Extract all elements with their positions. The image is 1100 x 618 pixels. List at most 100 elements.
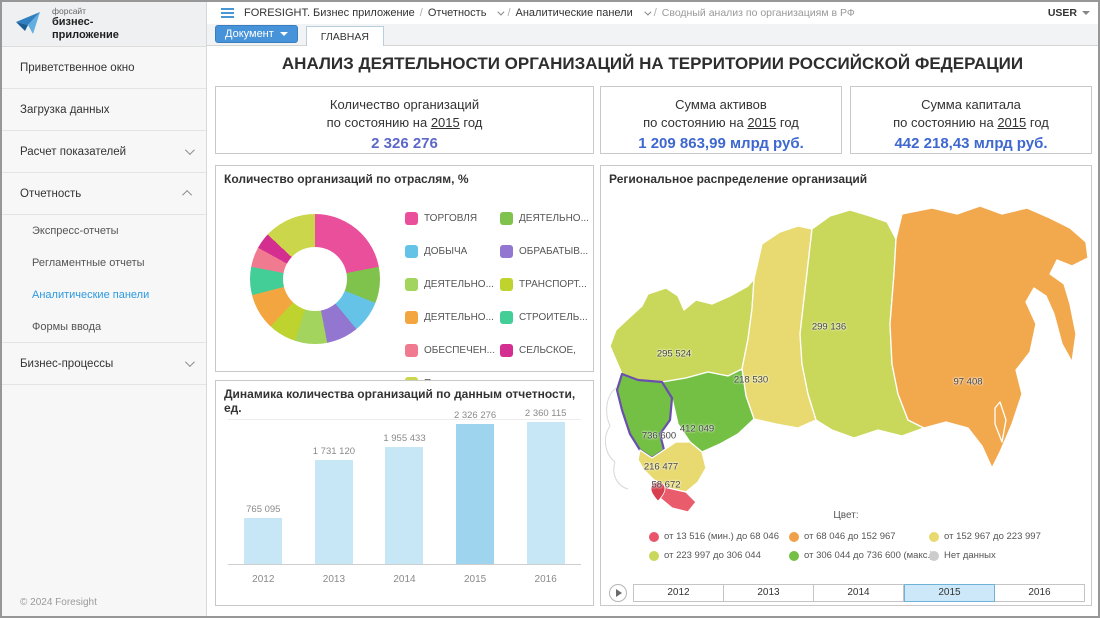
color-swatch [500, 344, 513, 357]
bar[interactable] [244, 518, 283, 564]
kpi-suffix: год [1029, 114, 1049, 130]
sidebar-item-data-load[interactable]: Загрузка данных [2, 89, 206, 131]
document-button[interactable]: Документ [215, 25, 298, 43]
bar-column: 765 095 [228, 405, 299, 564]
pie-legend-item: ДОБЫЧА [405, 245, 500, 258]
map-region-central[interactable] [615, 372, 674, 460]
color-swatch [500, 212, 513, 225]
pie-legend: ТОРГОВЛЯ ДЕЯТЕЛЬНО... ДОБЫЧА ОБРАБАТЫВ... ДЕ… [405, 202, 593, 400]
pie-chart[interactable] [250, 214, 380, 344]
play-icon [616, 588, 622, 597]
kpi-suffix: год [779, 114, 799, 130]
kpi-prefix: по состоянию на [326, 114, 428, 130]
bar-category-label: 2016 [534, 574, 557, 585]
kpi-suffix: год [463, 114, 483, 130]
kpi-card-assets: Сумма активов по состоянию на 2015 год 1… [600, 86, 842, 154]
year-button-2013[interactable]: 2013 [724, 583, 814, 602]
sidebar-item-label: Регламентные отчеты [32, 257, 145, 269]
sidebar-item-regulated-reports[interactable]: Регламентные отчеты [2, 247, 206, 279]
sidebar-item-analytic-panels[interactable]: Аналитические панели [2, 279, 206, 311]
chevron-down-icon [279, 32, 288, 36]
kpi-year-link[interactable]: 2015 [747, 114, 777, 130]
play-button[interactable] [609, 583, 627, 602]
map-legend: от 13 516 (мин.) до 68 046 от 68 046 до 1… [649, 527, 1049, 565]
kpi-subtitle: по состоянию на 2015 год [601, 114, 841, 132]
map-legend-title: Цвет: [833, 510, 859, 521]
pie-legend-label: СТРОИТЕЛЬ... [519, 312, 588, 323]
neighbor-borders-outline [604, 387, 629, 490]
bar[interactable] [314, 460, 353, 564]
russia-map [604, 205, 1089, 513]
pie-legend-item: ТРАНСПОРТ... [500, 278, 593, 291]
sidebar-item-label: Бизнес-процессы [20, 357, 114, 370]
sidebar-item-indicators-calc[interactable]: Расчет показателей [2, 131, 206, 173]
map-region-volga[interactable] [661, 368, 755, 453]
main-area: FORESIGHT. Бизнес приложение / Отчетность /… [207, 2, 1098, 616]
pie-legend-item: СТРОИТЕЛЬ... [500, 311, 593, 324]
bar-column: 1 955 433 [369, 405, 440, 564]
sidebar-item-welcome[interactable]: Приветственное окно [2, 47, 206, 89]
user-menu[interactable]: USER [1048, 7, 1090, 19]
sidebar-item-reporting[interactable]: Отчетность [2, 173, 206, 215]
breadcrumb-item[interactable]: Отчетность [427, 7, 487, 19]
tab-bar: Документ ГЛАВНАЯ [207, 24, 1098, 46]
bar-value-label: 2 326 276 [453, 410, 497, 421]
breadcrumb-item[interactable]: FORESIGHT. Бизнес приложение [244, 7, 415, 19]
bar-column: 1 731 120 [299, 405, 370, 564]
bar[interactable] [526, 422, 565, 564]
breadcrumb-separator: / [507, 7, 511, 19]
color-swatch [789, 531, 799, 542]
pie-legend-item: ДЕЯТЕЛЬНО... [500, 212, 593, 225]
sidebar-menu: Приветственное окно Загрузка данных Расчет… [2, 47, 206, 385]
chevron-down-icon[interactable] [497, 8, 505, 16]
breadcrumb-separator: / [653, 7, 657, 19]
sidebar-item-business-processes[interactable]: Бизнес-процессы [2, 343, 206, 385]
color-swatch [929, 531, 939, 542]
user-label: USER [1047, 7, 1077, 19]
year-button-2016[interactable]: 2016 [995, 583, 1085, 602]
color-swatch [500, 245, 513, 258]
pie-legend-item: ДЕЯТЕЛЬНО... [405, 311, 500, 324]
map-region-south[interactable] [637, 441, 707, 493]
sidebar-item-input-forms[interactable]: Формы ввода [2, 311, 206, 343]
color-swatch [405, 344, 418, 357]
kpi-subtitle: по состоянию на 2015 год [216, 114, 593, 132]
year-button-2012[interactable]: 2012 [633, 583, 724, 602]
tab-main[interactable]: ГЛАВНАЯ [305, 26, 384, 46]
breadcrumb-item[interactable]: Аналитические панели [515, 7, 633, 19]
bar[interactable] [456, 424, 495, 564]
bar-column: 2 326 276 [440, 405, 511, 564]
pie-legend-label: ТРАНСПОРТ... [519, 279, 587, 290]
kpi-title: Количество организаций [329, 97, 480, 112]
chevron-down-icon [184, 145, 195, 156]
menu-icon[interactable] [221, 12, 234, 14]
sidebar-item-label: Отчетность [20, 187, 82, 200]
kpi-title: Сумма капитала [921, 97, 1021, 112]
bar-chart: 765 095 1 731 120 1 955 433 2 326 276 2 360 … [228, 405, 581, 565]
map-legend-item: от 223 997 до 306 044 [649, 550, 789, 561]
map-region-far-east[interactable] [889, 205, 1089, 469]
kpi-prefix: по состоянию на [643, 114, 744, 130]
kpi-title: Сумма активов [675, 97, 767, 112]
sidebar: форсайт бизнес-приложение Приветственное… [2, 2, 207, 616]
color-swatch [500, 311, 513, 324]
bar-chart-axis: 2012 2013 2014 2015 2016 [228, 574, 581, 585]
kpi-card-capital: Сумма капитала по состоянию на 2015 год … [850, 86, 1092, 154]
kpi-value: 442 218,43 млрд руб. [894, 135, 1048, 153]
kpi-prefix: по состоянию на [893, 114, 994, 130]
year-buttons: 2012 2013 2014 2015 2016 [633, 583, 1085, 602]
chevron-down-icon[interactable] [644, 8, 652, 16]
chevron-down-icon [184, 357, 195, 368]
year-button-2014[interactable]: 2014 [814, 583, 904, 602]
kpi-year-link[interactable]: 2015 [997, 114, 1027, 130]
color-swatch [405, 212, 418, 225]
region-map-panel: Региональное распределение организаций 2… [600, 165, 1092, 606]
kpi-year-link[interactable]: 2015 [430, 114, 460, 130]
year-button-2015[interactable]: 2015 [904, 583, 995, 602]
map-region-sakhalin[interactable] [994, 401, 1007, 443]
sidebar-item-express-reports[interactable]: Экспресс-отчеты [2, 215, 206, 247]
bar[interactable] [385, 447, 424, 564]
map-region-northwest[interactable] [609, 278, 755, 383]
chevron-up-icon [182, 189, 193, 200]
